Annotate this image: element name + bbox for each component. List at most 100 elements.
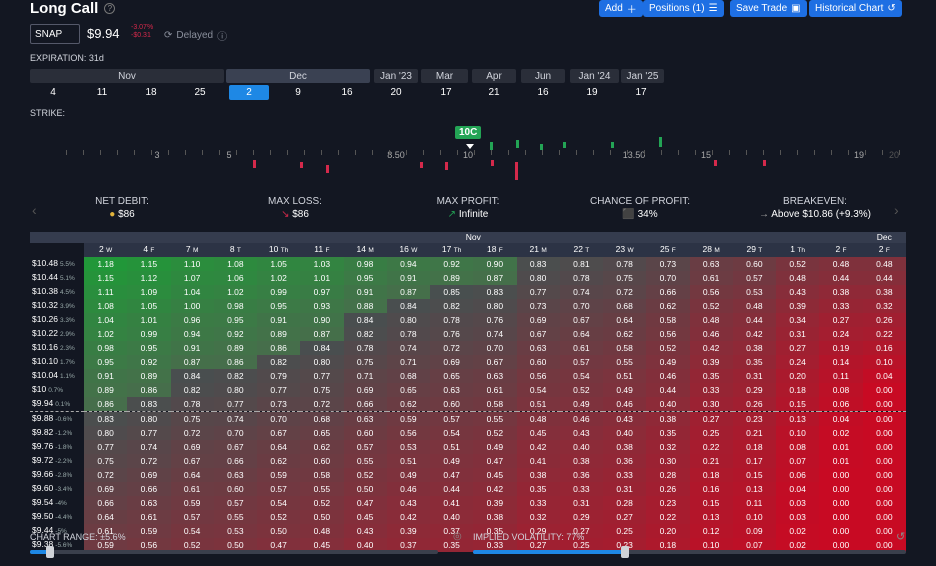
corner-cell: [30, 243, 84, 257]
expiration-day[interactable]: 17: [440, 87, 452, 98]
price-row: $9.82 -1.2% 0.80 0.77 0.72 0.70 0.67 0.65 0.60 0.…: [30, 426, 906, 440]
expiration-day[interactable]: 17: [635, 87, 647, 98]
expiration-day[interactable]: 16: [537, 87, 549, 98]
add-button[interactable]: Add ＋: [599, 0, 643, 17]
price-row: $10 0.7% 0.89 0.86 0.82 0.80 0.77 0.75 0.69 0.65 0…: [30, 383, 906, 397]
pl-cell: 0.42: [516, 440, 560, 454]
pl-cell: 0.68: [386, 369, 430, 383]
day-header[interactable]: 21 M: [516, 243, 560, 257]
strike-marker-icon: [466, 144, 474, 149]
pl-cell: 0.33: [473, 538, 517, 552]
month-tab-jan-23[interactable]: Jan '23: [374, 69, 418, 83]
chevron-left-icon[interactable]: ‹: [32, 202, 37, 218]
help-icon[interactable]: ?: [104, 3, 116, 14]
pl-cell: 0.10: [732, 510, 776, 524]
expiration-day[interactable]: 9: [295, 87, 301, 98]
pl-cell: 0.43: [386, 496, 430, 510]
pl-cell: 0.38: [473, 510, 517, 524]
month-tab-apr[interactable]: Apr: [472, 69, 516, 83]
row-price: $10.44 5.1%: [30, 271, 84, 285]
pl-cell: 0.95: [213, 313, 257, 327]
pl-cell: 0.54: [559, 369, 603, 383]
day-header[interactable]: 23 W: [603, 243, 647, 257]
reset-icon[interactable]: ↺: [896, 531, 906, 543]
pl-cell: 0.33: [819, 299, 863, 313]
strike-tick: [780, 150, 781, 155]
day-header[interactable]: 2 F: [862, 243, 906, 257]
symbol-input[interactable]: SNAP: [30, 24, 80, 44]
day-header[interactable]: 2 W: [84, 243, 128, 257]
day-header[interactable]: 17 Th: [430, 243, 474, 257]
day-header[interactable]: 28 M: [689, 243, 733, 257]
day-header[interactable]: 1 Th: [776, 243, 820, 257]
day-header[interactable]: 22 T: [559, 243, 603, 257]
day-header[interactable]: 16 W: [386, 243, 430, 257]
reset-iv-icon[interactable]: ◎: [453, 531, 462, 542]
day-header[interactable]: 14 M: [343, 243, 387, 257]
month-tab-dec[interactable]: Dec: [226, 69, 370, 83]
expiration-day[interactable]: 20: [390, 87, 402, 98]
strike-tick: [151, 150, 152, 155]
chart-range-handle[interactable]: [46, 546, 55, 558]
pl-cell: 0.76: [430, 327, 474, 341]
month-tab-jan-25[interactable]: Jan '25: [621, 69, 664, 83]
expiration-day[interactable]: 4: [50, 87, 56, 98]
save-trade-button[interactable]: Save Trade ▣: [730, 0, 807, 17]
max-loss-stat: MAX LOSS: ↘ $86: [268, 196, 322, 220]
expiration-day[interactable]: 21: [488, 87, 500, 98]
pl-cell: 0.31: [559, 496, 603, 510]
pl-cell: 1.02: [257, 271, 301, 285]
pl-cell: 1.05: [127, 299, 171, 313]
pl-cell: 0.11: [732, 496, 776, 510]
day-header[interactable]: 2 F: [819, 243, 863, 257]
pl-cell: 0.39: [386, 524, 430, 538]
selected-strike-badge[interactable]: 10C: [455, 126, 482, 139]
implied-volatility-slider[interactable]: [473, 550, 906, 554]
pl-cell: 0.23: [603, 538, 647, 552]
open-interest-bar: [611, 142, 614, 148]
pl-cell: 0.84: [300, 341, 344, 355]
day-header[interactable]: 7 M: [170, 243, 214, 257]
month-tab-nov[interactable]: Nov: [30, 69, 224, 83]
implied-volatility-handle[interactable]: [620, 546, 629, 558]
expiration-day[interactable]: 2: [229, 85, 269, 100]
chevron-right-icon[interactable]: ›: [894, 202, 899, 218]
pl-cell: 0.77: [516, 285, 560, 299]
day-header[interactable]: 25 F: [646, 243, 690, 257]
pl-cell: 0.46: [603, 397, 647, 412]
expiration-day[interactable]: 19: [586, 87, 598, 98]
chart-range-slider[interactable]: [30, 550, 438, 554]
pl-cell: 0.79: [257, 369, 301, 383]
pl-cell: 0.49: [386, 468, 430, 482]
day-header[interactable]: 8 T: [213, 243, 257, 257]
positions-button[interactable]: Positions (1) ☰: [643, 0, 724, 17]
pl-cell: 0.33: [559, 482, 603, 496]
pl-cell: 0.13: [732, 482, 776, 496]
pl-cell: 0.78: [170, 397, 214, 412]
pl-cell: 0.37: [430, 524, 474, 538]
historical-chart-button[interactable]: Historical Chart ↺: [809, 0, 902, 17]
pl-cell: 0.72: [84, 468, 128, 482]
day-header[interactable]: 29 T: [732, 243, 776, 257]
month-tab-jan-24[interactable]: Jan '24: [570, 69, 619, 83]
day-header[interactable]: 4 F: [127, 243, 171, 257]
month-tab-mar[interactable]: Mar: [421, 69, 468, 83]
strike-tick: [542, 150, 543, 155]
pl-cell: 0.98: [213, 299, 257, 313]
strike-tick: [389, 150, 390, 155]
month-tab-jun[interactable]: Jun: [521, 69, 565, 83]
expiration-day[interactable]: 16: [341, 87, 353, 98]
expiration-day[interactable]: 11: [96, 87, 108, 98]
pl-cell: 0.54: [170, 524, 214, 538]
day-header[interactable]: 10 Th: [257, 243, 301, 257]
pl-cell: 0.01: [819, 440, 863, 454]
pl-cell: 0.40: [603, 426, 647, 440]
pl-cell: 0.38: [603, 440, 647, 454]
expiration-day[interactable]: 18: [145, 87, 157, 98]
pl-cell: 0.48: [300, 524, 344, 538]
pl-cell: 0.40: [343, 538, 387, 552]
day-header[interactable]: 11 F: [300, 243, 344, 257]
pl-cell: 0.45: [516, 426, 560, 440]
expiration-day[interactable]: 25: [194, 87, 206, 98]
day-header[interactable]: 18 F: [473, 243, 517, 257]
